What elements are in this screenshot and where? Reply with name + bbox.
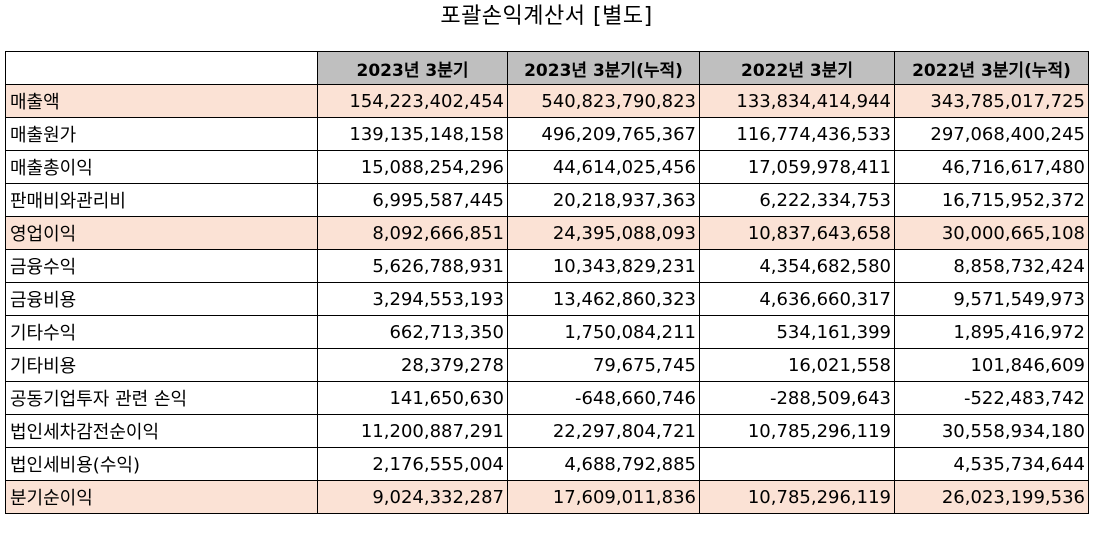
value-cell: 154,223,402,454 bbox=[317, 84, 508, 118]
value-cell: 17,059,978,411 bbox=[699, 150, 895, 184]
row-label: 판매비와관리비 bbox=[5, 183, 318, 217]
header-corner-cell bbox=[5, 51, 318, 85]
row-label: 공동기업투자 관련 손익 bbox=[5, 381, 318, 415]
table-row: 금융수익 5,626,788,931 10,343,829,231 4,354,682… bbox=[5, 249, 1089, 283]
value-cell: 6,222,334,753 bbox=[699, 183, 895, 217]
value-cell: 24,395,088,093 bbox=[507, 216, 700, 250]
value-cell: 79,675,745 bbox=[507, 348, 700, 382]
value-cell: 28,379,278 bbox=[317, 348, 508, 382]
value-cell: 10,837,643,658 bbox=[699, 216, 895, 250]
table-row: 금융비용 3,294,553,193 13,462,860,323 4,636,660… bbox=[5, 282, 1089, 316]
value-cell: 13,462,860,323 bbox=[507, 282, 700, 316]
value-cell: -288,509,643 bbox=[699, 381, 895, 415]
value-cell: 22,297,804,721 bbox=[507, 414, 700, 448]
row-label: 영업이익 bbox=[5, 216, 318, 250]
table-row: 법인세차감전순이익 11,200,887,291 22,297,804,721 10,… bbox=[5, 414, 1089, 448]
table-row: 공동기업투자 관련 손익 141,650,630 -648,660,746 -288,… bbox=[5, 381, 1089, 415]
row-label: 분기순이익 bbox=[5, 480, 318, 514]
value-cell: 139,135,148,158 bbox=[317, 117, 508, 151]
value-cell: 26,023,199,536 bbox=[894, 480, 1089, 514]
value-cell: 141,650,630 bbox=[317, 381, 508, 415]
income-statement-table: 2023년 3분기 2023년 3분기(누적) 2022년 3분기 2022년 … bbox=[5, 51, 1089, 514]
value-cell: 133,834,414,944 bbox=[699, 84, 895, 118]
table-row: 분기순이익 9,024,332,287 17,609,011,836 10,785,2… bbox=[5, 480, 1089, 514]
column-header: 2022년 3분기 bbox=[699, 51, 895, 85]
row-label: 매출원가 bbox=[5, 117, 318, 151]
value-cell: 9,571,549,973 bbox=[894, 282, 1089, 316]
value-cell: 4,535,734,644 bbox=[894, 447, 1089, 481]
value-cell: 662,713,350 bbox=[317, 315, 508, 349]
column-header: 2023년 3분기(누적) bbox=[507, 51, 700, 85]
row-label: 기타비용 bbox=[5, 348, 318, 382]
value-cell: 8,858,732,424 bbox=[894, 249, 1089, 283]
value-cell: 5,626,788,931 bbox=[317, 249, 508, 283]
value-cell: 16,715,952,372 bbox=[894, 183, 1089, 217]
header-row: 2023년 3분기 2023년 3분기(누적) 2022년 3분기 2022년 … bbox=[5, 51, 1089, 85]
table-row: 기타비용 28,379,278 79,675,745 16,021,558 101,84… bbox=[5, 348, 1089, 382]
row-label: 법인세차감전순이익 bbox=[5, 414, 318, 448]
value-cell: 8,092,666,851 bbox=[317, 216, 508, 250]
value-cell: 6,995,587,445 bbox=[317, 183, 508, 217]
value-cell: 3,294,553,193 bbox=[317, 282, 508, 316]
table-row: 판매비와관리비 6,995,587,445 20,218,937,363 6,222,… bbox=[5, 183, 1089, 217]
row-label: 금융비용 bbox=[5, 282, 318, 316]
value-cell: 101,846,609 bbox=[894, 348, 1089, 382]
table-row: 기타수익 662,713,350 1,750,084,211 534,161,399 1… bbox=[5, 315, 1089, 349]
value-cell bbox=[699, 447, 895, 481]
table-row: 법인세비용(수익) 2,176,555,004 4,688,792,885 4,535… bbox=[5, 447, 1089, 481]
value-cell: 540,823,790,823 bbox=[507, 84, 700, 118]
value-cell: -522,483,742 bbox=[894, 381, 1089, 415]
column-header: 2022년 3분기(누적) bbox=[894, 51, 1089, 85]
table-row: 영업이익 8,092,666,851 24,395,088,093 10,837,64… bbox=[5, 216, 1089, 250]
value-cell: 1,895,416,972 bbox=[894, 315, 1089, 349]
value-cell: 10,785,296,119 bbox=[699, 480, 895, 514]
value-cell: 16,021,558 bbox=[699, 348, 895, 382]
value-cell: 46,716,617,480 bbox=[894, 150, 1089, 184]
row-label: 매출액 bbox=[5, 84, 318, 118]
row-label: 기타수익 bbox=[5, 315, 318, 349]
value-cell: 10,785,296,119 bbox=[699, 414, 895, 448]
row-label: 법인세비용(수익) bbox=[5, 447, 318, 481]
value-cell: 4,636,660,317 bbox=[699, 282, 895, 316]
table-row: 매출액 154,223,402,454 540,823,790,823 133,834… bbox=[5, 84, 1089, 118]
table-row: 매출총이익 15,088,254,296 44,614,025,456 17,059,… bbox=[5, 150, 1089, 184]
value-cell: 44,614,025,456 bbox=[507, 150, 700, 184]
value-cell: 2,176,555,004 bbox=[317, 447, 508, 481]
column-header: 2023년 3분기 bbox=[317, 51, 508, 85]
value-cell: 17,609,011,836 bbox=[507, 480, 700, 514]
value-cell: 15,088,254,296 bbox=[317, 150, 508, 184]
value-cell: 30,000,665,108 bbox=[894, 216, 1089, 250]
value-cell: 4,688,792,885 bbox=[507, 447, 700, 481]
value-cell: 20,218,937,363 bbox=[507, 183, 700, 217]
value-cell: 9,024,332,287 bbox=[317, 480, 508, 514]
value-cell: 534,161,399 bbox=[699, 315, 895, 349]
value-cell: -648,660,746 bbox=[507, 381, 700, 415]
page-title: 포괄손익계산서 [별도] bbox=[440, 4, 653, 29]
value-cell: 343,785,017,725 bbox=[894, 84, 1089, 118]
value-cell: 297,068,400,245 bbox=[894, 117, 1089, 151]
value-cell: 10,343,829,231 bbox=[507, 249, 700, 283]
value-cell: 11,200,887,291 bbox=[317, 414, 508, 448]
value-cell: 116,774,436,533 bbox=[699, 117, 895, 151]
value-cell: 1,750,084,211 bbox=[507, 315, 700, 349]
value-cell: 4,354,682,580 bbox=[699, 249, 895, 283]
row-label: 매출총이익 bbox=[5, 150, 318, 184]
value-cell: 496,209,765,367 bbox=[507, 117, 700, 151]
table-row: 매출원가 139,135,148,158 496,209,765,367 116,77… bbox=[5, 117, 1089, 151]
row-label: 금융수익 bbox=[5, 249, 318, 283]
value-cell: 30,558,934,180 bbox=[894, 414, 1089, 448]
